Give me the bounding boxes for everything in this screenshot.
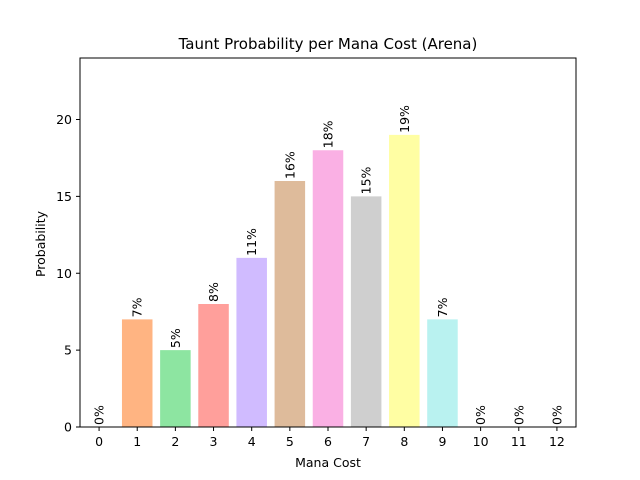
y-axis-label: Probability	[33, 210, 48, 277]
x-tick-label: 9	[438, 434, 446, 449]
x-tick-label: 6	[324, 434, 332, 449]
data-label: 19%	[397, 105, 412, 133]
x-tick-label: 0	[95, 434, 103, 449]
data-label: 8%	[206, 282, 221, 302]
y-tick-label: 0	[64, 420, 72, 435]
bar-5	[274, 181, 306, 427]
data-label: 18%	[321, 120, 336, 148]
bar-4	[236, 257, 267, 427]
x-tick-label: 8	[400, 434, 408, 449]
data-label: 0%	[92, 405, 107, 425]
bar-1	[121, 319, 153, 427]
data-label: 5%	[168, 328, 183, 348]
x-tick-label: 2	[171, 434, 179, 449]
y-tick-label: 10	[56, 266, 72, 281]
y-tick-label: 5	[64, 343, 72, 358]
x-tick-label: 1	[133, 434, 141, 449]
bar-8	[389, 134, 420, 427]
x-tick-label: 5	[286, 434, 294, 449]
x-tick-label: 10	[473, 434, 489, 449]
bar-7	[350, 196, 382, 427]
data-label: 7%	[130, 297, 145, 317]
x-axis-label: Mana Cost	[295, 455, 361, 470]
chart-title: Taunt Probability per Mana Cost (Arena)	[178, 35, 478, 53]
x-tick-label: 12	[549, 434, 565, 449]
bar-6	[312, 150, 344, 427]
data-label: 0%	[473, 405, 488, 425]
data-label: 11%	[244, 228, 259, 256]
data-label: 0%	[549, 405, 564, 425]
bar-9	[427, 319, 458, 427]
bar-2	[160, 350, 191, 427]
y-tick-label: 20	[56, 112, 72, 127]
data-label: 15%	[359, 166, 374, 194]
data-label: 0%	[511, 405, 526, 425]
plot-area: 0 1 2 3 4 5 6 7 8 9 10 11 12051015200%7%5%8%11%16%18…	[56, 57, 577, 449]
x-tick-label: 4	[248, 434, 256, 449]
y-tick-label: 15	[56, 189, 72, 204]
x-tick-label: 7	[362, 434, 370, 449]
x-tick-label: 11	[511, 434, 527, 449]
data-label: 7%	[435, 297, 450, 317]
bar-3	[198, 304, 229, 427]
data-label: 16%	[282, 151, 297, 179]
x-tick-label: 3	[210, 434, 218, 449]
